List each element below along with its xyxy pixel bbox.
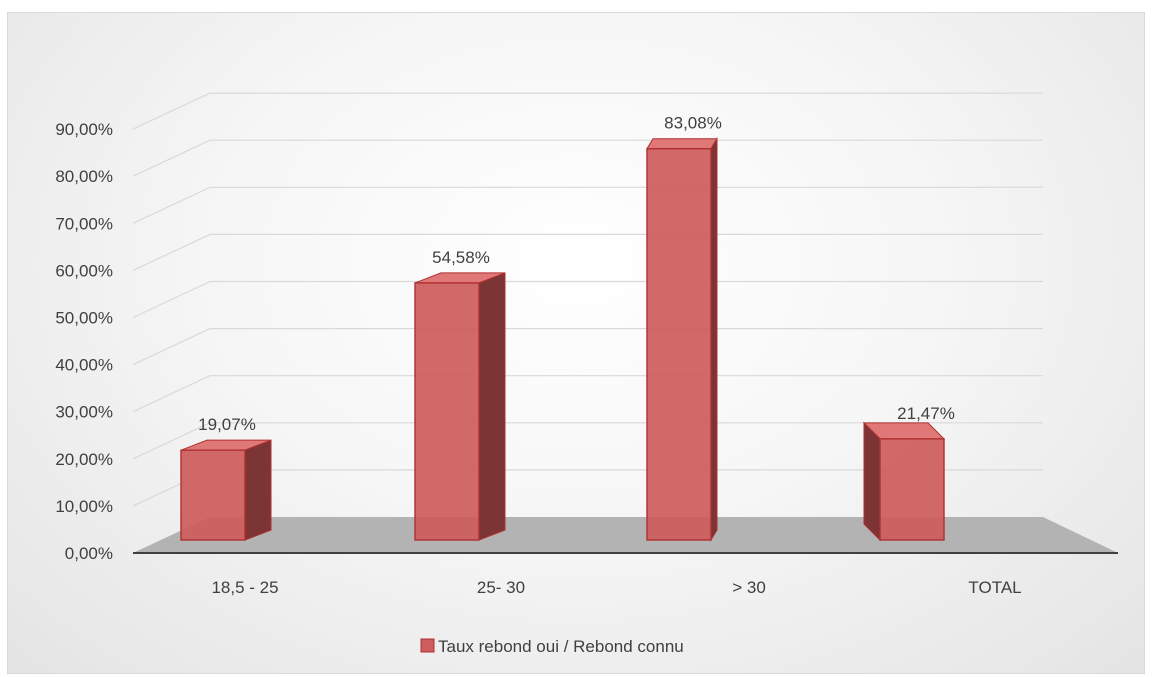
chart-frame bbox=[7, 12, 1145, 674]
gridline bbox=[132, 422, 211, 460]
gridline bbox=[132, 233, 211, 271]
y-tick-label: 20,00% bbox=[55, 450, 113, 469]
gridline bbox=[132, 92, 211, 130]
bar-side bbox=[478, 272, 506, 541]
bar-side bbox=[863, 421, 881, 542]
y-tick-label: 60,00% bbox=[55, 261, 113, 280]
legend-swatch bbox=[420, 638, 435, 653]
data-label: 83,08% bbox=[664, 114, 722, 133]
y-tick-label: 50,00% bbox=[55, 309, 113, 328]
data-label: 19,07% bbox=[198, 415, 256, 434]
bar-side bbox=[244, 439, 272, 541]
data-label: 21,47% bbox=[897, 404, 955, 423]
x-tick-label: > 30 bbox=[732, 578, 766, 597]
legend-label: Taux rebond oui / Rebond connu bbox=[438, 637, 684, 656]
y-tick-label: 70,00% bbox=[55, 214, 113, 233]
data-label: 54,58% bbox=[432, 248, 490, 267]
y-tick-label: 80,00% bbox=[55, 167, 113, 186]
y-tick-label: 0,00% bbox=[65, 544, 113, 563]
x-tick-label: TOTAL bbox=[968, 578, 1021, 597]
y-tick-label: 30,00% bbox=[55, 403, 113, 422]
gridline bbox=[132, 375, 211, 413]
gridline bbox=[132, 139, 211, 177]
x-tick-label: 25- 30 bbox=[477, 578, 525, 597]
bar bbox=[879, 438, 945, 541]
gridline bbox=[132, 186, 211, 224]
y-tick-label: 40,00% bbox=[55, 356, 113, 375]
bar-side bbox=[710, 136, 718, 542]
gridline bbox=[132, 280, 211, 319]
bar-top bbox=[646, 138, 718, 150]
x-tick-label: 18,5 - 25 bbox=[211, 578, 278, 597]
y-tick-label: 10,00% bbox=[55, 497, 113, 516]
gridline bbox=[132, 328, 211, 366]
bar bbox=[180, 449, 246, 541]
bar bbox=[414, 282, 480, 541]
bar bbox=[646, 147, 712, 541]
y-tick-label: 90,00% bbox=[55, 120, 113, 139]
chart-floor bbox=[133, 517, 1118, 553]
